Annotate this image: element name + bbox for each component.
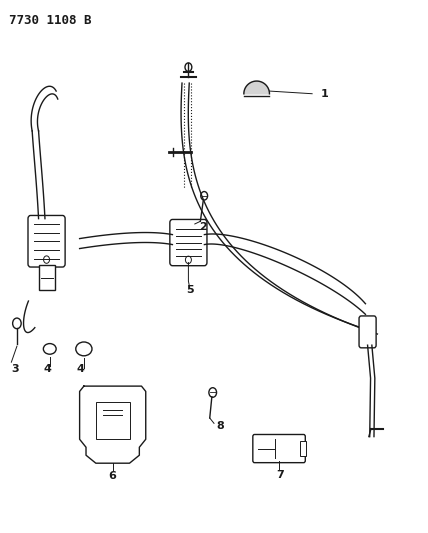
Text: 7730 1108 B: 7730 1108 B bbox=[9, 14, 92, 27]
Text: 2: 2 bbox=[199, 222, 207, 232]
Bar bbox=[300, 441, 306, 456]
Bar bbox=[96, 402, 130, 439]
Text: 4: 4 bbox=[77, 364, 84, 374]
Text: 5: 5 bbox=[186, 286, 194, 295]
FancyBboxPatch shape bbox=[170, 220, 207, 266]
Text: 1: 1 bbox=[321, 88, 328, 99]
Text: 7: 7 bbox=[276, 470, 284, 480]
Polygon shape bbox=[244, 81, 270, 94]
Text: 4: 4 bbox=[43, 364, 51, 374]
Text: 8: 8 bbox=[216, 421, 224, 431]
FancyBboxPatch shape bbox=[28, 215, 65, 267]
Text: 3: 3 bbox=[12, 364, 19, 374]
FancyBboxPatch shape bbox=[253, 434, 305, 463]
FancyBboxPatch shape bbox=[359, 316, 376, 348]
Text: 6: 6 bbox=[108, 472, 116, 481]
Polygon shape bbox=[80, 386, 146, 463]
Bar bbox=[39, 265, 55, 290]
